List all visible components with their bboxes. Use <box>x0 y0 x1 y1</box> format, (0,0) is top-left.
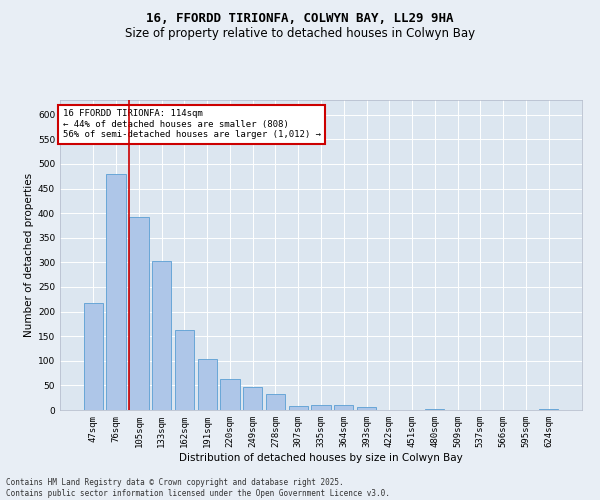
Bar <box>289 406 308 410</box>
Bar <box>175 330 194 410</box>
Bar <box>106 174 126 410</box>
X-axis label: Distribution of detached houses by size in Colwyn Bay: Distribution of detached houses by size … <box>179 452 463 462</box>
Bar <box>197 359 217 410</box>
Bar <box>129 216 149 410</box>
Y-axis label: Number of detached properties: Number of detached properties <box>24 173 34 337</box>
Bar <box>311 405 331 410</box>
Bar <box>152 261 172 410</box>
Text: Size of property relative to detached houses in Colwyn Bay: Size of property relative to detached ho… <box>125 28 475 40</box>
Bar <box>220 379 239 410</box>
Bar <box>266 394 285 410</box>
Bar <box>425 409 445 410</box>
Bar <box>334 405 353 410</box>
Bar <box>84 302 103 410</box>
Text: 16, FFORDD TIRIONFA, COLWYN BAY, LL29 9HA: 16, FFORDD TIRIONFA, COLWYN BAY, LL29 9H… <box>146 12 454 26</box>
Bar <box>539 408 558 410</box>
Text: Contains HM Land Registry data © Crown copyright and database right 2025.
Contai: Contains HM Land Registry data © Crown c… <box>6 478 390 498</box>
Bar <box>243 387 262 410</box>
Bar <box>357 407 376 410</box>
Text: 16 FFORDD TIRIONFA: 114sqm
← 44% of detached houses are smaller (808)
56% of sem: 16 FFORDD TIRIONFA: 114sqm ← 44% of deta… <box>62 110 320 139</box>
